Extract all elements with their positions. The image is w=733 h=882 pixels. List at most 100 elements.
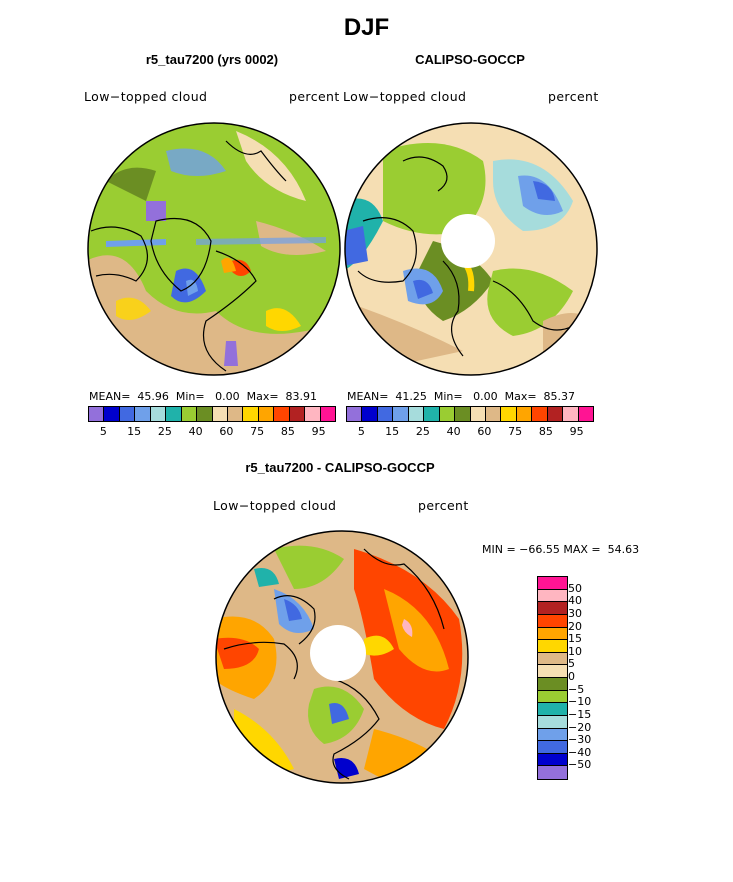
model-colorbar-swatch [274, 407, 290, 421]
obs-colorbar-swatch [347, 407, 363, 421]
model-colorbar-swatch [104, 407, 120, 421]
obs-colorbar-tick-label: 60 [477, 425, 492, 438]
model-units-label: percent [289, 89, 340, 104]
obs-colorbar-tick-label: 40 [446, 425, 461, 438]
obs-colorbar [346, 406, 594, 422]
model-colorbar-swatch [135, 407, 151, 421]
diff-colorbar-swatch [538, 678, 567, 691]
diff-colorbar-swatch [538, 652, 567, 666]
diff-colorbar-swatch [538, 640, 567, 653]
obs-colorbar-tick-label: 5 [357, 425, 365, 438]
model-colorbar-swatch [320, 407, 335, 421]
model-variable-label: Low−topped cloud [84, 89, 208, 104]
diff-panel-title: r5_tau7200 - CALIPSO-GOCCP [245, 460, 435, 475]
diff-colorbar-ticks: 50 40 30 20 15 10 5 0 −5 −10 −15 −20 −30 −40 −50 [568, 576, 608, 778]
model-colorbar-tick-label: 85 [280, 425, 295, 438]
diff-colorbar-swatch [538, 665, 567, 678]
obs-colorbar-swatch [485, 407, 502, 421]
model-colorbar-swatch [181, 407, 198, 421]
diff-colorbar-tick-label: −20 [568, 720, 592, 734]
diff-colorbar-swatch [538, 703, 567, 716]
obs-colorbar-swatch [424, 407, 440, 421]
model-colorbar-swatch [212, 407, 228, 421]
obs-colorbar-swatch [547, 407, 564, 421]
obs-colorbar-swatch [532, 407, 548, 421]
model-colorbar [88, 406, 336, 422]
model-colorbar-tick-label: 95 [311, 425, 326, 438]
obs-colorbar-tick-label: 85 [538, 425, 553, 438]
diff-colorbar-swatch [538, 715, 567, 729]
obs-colorbar-swatch [362, 407, 378, 421]
obs-colorbar-swatch [377, 407, 394, 421]
model-polar-map [87, 122, 341, 376]
model-colorbar-tick-label: 40 [188, 425, 203, 438]
obs-colorbar-swatch [578, 407, 593, 421]
diff-colorbar-swatch [538, 589, 567, 603]
diff-variable-label: Low−topped cloud [213, 498, 337, 513]
obs-variable-label: Low−topped cloud [343, 89, 467, 104]
obs-colorbar-tick-label: 95 [569, 425, 584, 438]
diff-colorbar-tick-label: −40 [568, 745, 592, 759]
diff-colorbar-tick-label: 5 [568, 657, 575, 671]
model-colorbar-swatch [166, 407, 182, 421]
model-colorbar-swatch [89, 407, 105, 421]
obs-colorbar-swatch [516, 407, 533, 421]
obs-colorbar-swatch [501, 407, 517, 421]
obs-colorbar-swatch [408, 407, 425, 421]
model-colorbar-swatch [289, 407, 306, 421]
diff-colorbar-tick-label: 30 [568, 606, 582, 620]
obs-colorbar-swatch [563, 407, 579, 421]
model-colorbar-tick-label: 25 [157, 425, 172, 438]
diff-colorbar-tick-label: −50 [568, 758, 592, 772]
figure-title: DJF [343, 14, 390, 41]
obs-colorbar-swatch [470, 407, 486, 421]
diff-colorbar-tick-label: 0 [568, 670, 575, 683]
obs-polar-map [344, 122, 598, 376]
diff-colorbar-swatch [538, 577, 567, 590]
diff-stats: MIN = −66.55 MAX = 54.63 [482, 543, 640, 556]
diff-colorbar-swatch [538, 741, 567, 754]
model-colorbar-swatch [119, 407, 136, 421]
model-colorbar-swatch [305, 407, 321, 421]
model-colorbar-swatch [258, 407, 275, 421]
diff-colorbar-tick-label: 40 [568, 594, 582, 608]
model-colorbar-ticks: 5 15 25 40 60 75 85 95 [88, 425, 334, 439]
diff-colorbar-swatch [538, 614, 567, 628]
model-colorbar-swatch [197, 407, 213, 421]
obs-colorbar-tick-label: 25 [415, 425, 430, 438]
obs-colorbar-swatch [439, 407, 456, 421]
model-colorbar-swatch [227, 407, 244, 421]
model-colorbar-swatch [150, 407, 167, 421]
model-stats: MEAN= 45.96 Min= 0.00 Max= 83.91 [89, 390, 318, 403]
diff-colorbar-tick-label: 15 [568, 632, 582, 646]
diff-colorbar-swatch [538, 728, 567, 742]
diff-colorbar [537, 576, 568, 780]
model-colorbar-swatch [243, 407, 259, 421]
model-colorbar-tick-label: 5 [99, 425, 107, 438]
obs-colorbar-tick-label: 75 [508, 425, 523, 438]
diff-units-label: percent [418, 498, 469, 513]
diff-colorbar-swatch [538, 766, 567, 779]
obs-polar-gap [441, 214, 495, 268]
diff-colorbar-swatch [538, 753, 567, 767]
diff-colorbar-tick-label: −15 [568, 707, 592, 721]
diff-colorbar-tick-label: −5 [568, 682, 585, 696]
model-colorbar-tick-label: 60 [219, 425, 234, 438]
model-colorbar-tick-label: 15 [127, 425, 142, 438]
diff-colorbar-tick-label: −10 [568, 695, 592, 709]
diff-colorbar-tick-label: 50 [568, 581, 582, 595]
obs-colorbar-tick-label: 15 [385, 425, 400, 438]
diff-polar-gap [310, 625, 366, 681]
obs-colorbar-swatch [393, 407, 409, 421]
obs-colorbar-ticks: 5 15 25 40 60 75 85 95 [346, 425, 592, 439]
diff-colorbar-tick-label: 10 [568, 644, 582, 658]
diff-colorbar-swatch [538, 690, 567, 704]
obs-colorbar-swatch [455, 407, 471, 421]
obs-units-label: percent [548, 89, 599, 104]
diff-colorbar-swatch [538, 602, 567, 615]
model-colorbar-tick-label: 75 [250, 425, 265, 438]
diff-polar-map [215, 530, 469, 784]
model-panel-title: r5_tau7200 (yrs 0002) [145, 52, 279, 67]
diff-colorbar-swatch [538, 627, 567, 641]
diff-colorbar-tick-label: 20 [568, 619, 582, 633]
